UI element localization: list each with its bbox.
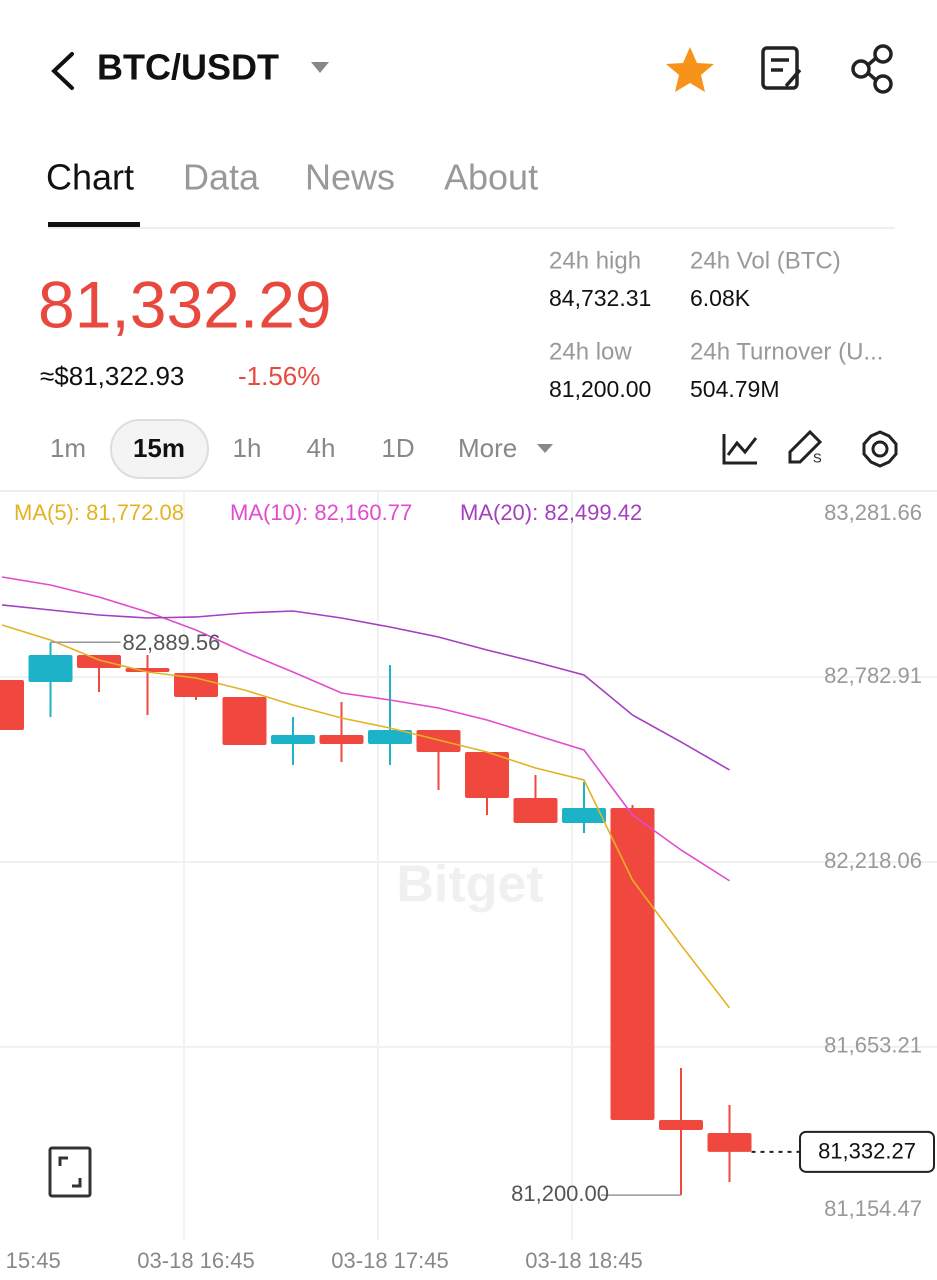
candle-body — [28, 655, 73, 683]
chart: Bitget 83,281.66 82,782.91 82,218.06 81,653.… — [0, 492, 937, 1273]
candle-body — [0, 680, 24, 730]
tab[interactable]: News — [305, 157, 395, 198]
share-icon[interactable] — [851, 44, 893, 94]
candle-body — [465, 751, 509, 798]
interval[interactable]: 1D — [381, 433, 414, 463]
interval[interactable]: 15m — [133, 433, 185, 463]
candle-body — [707, 1133, 752, 1152]
interval[interactable]: More — [458, 433, 517, 463]
candle-body — [416, 729, 461, 752]
x-tick-label: 03-18 15:45 — [0, 1248, 61, 1273]
approx-price: ≈$81,322.93 — [40, 361, 184, 391]
ma-legend: MA(20): 82,499.42 — [460, 500, 642, 525]
svg-text:S: S — [813, 450, 822, 465]
pair-title[interactable]: BTC/USDT — [97, 47, 279, 88]
price-change: -1.56% — [238, 361, 320, 391]
candle-body — [610, 808, 655, 1120]
tab[interactable]: About — [444, 157, 538, 198]
settings-icon[interactable] — [862, 430, 898, 468]
y-tick-label: 82,218.06 — [824, 848, 922, 873]
indicator-icon[interactable] — [722, 434, 758, 465]
y-tick-label: 81,653.21 — [824, 1033, 922, 1058]
x-tick-label: 03-18 17:45 — [331, 1248, 448, 1273]
x-tick-label: 03-18 16:45 — [137, 1248, 254, 1273]
stat-label: 24h low — [549, 338, 632, 365]
ma-legend: MA(10): 82,160.77 — [230, 500, 412, 525]
last-price: 81,332.29 — [38, 267, 332, 341]
notes-icon[interactable] — [761, 46, 802, 90]
candle-body — [77, 655, 121, 668]
ma-legend: MA(5): 81,772.08 — [14, 500, 184, 525]
watermark: Bitget — [396, 856, 543, 914]
fullscreen-icon[interactable] — [48, 1146, 92, 1198]
pair-dropdown[interactable] — [311, 62, 329, 73]
candle-body — [368, 729, 412, 745]
ma-line — [1, 604, 730, 771]
interval[interactable]: 1m — [50, 433, 86, 463]
interval-pill — [110, 419, 209, 479]
candle-body — [271, 735, 315, 745]
candle-body — [562, 808, 606, 823]
last-price-label: 81,332.27 — [818, 1139, 916, 1164]
candle-body — [513, 797, 558, 823]
candle-body — [174, 673, 218, 697]
y-tick-label: 81,154.47 — [824, 1196, 922, 1221]
ma-line — [1, 624, 731, 1009]
interval[interactable]: 1h — [233, 433, 262, 463]
stat-label: 24h Turnover (U... — [690, 338, 883, 365]
y-tick-label: 82,782.91 — [824, 663, 922, 688]
low-label: 81,200.00 — [511, 1181, 609, 1206]
stat-value: 504.79M — [690, 376, 780, 402]
x-tick-label: 03-18 18:45 — [525, 1248, 642, 1273]
y-tick-label: 83,281.66 — [824, 500, 922, 525]
more-dropdown[interactable] — [537, 444, 553, 453]
stat-value: 84,732.31 — [549, 285, 651, 311]
last-price-box — [799, 1130, 935, 1173]
tab[interactable]: Chart — [46, 157, 134, 198]
stat-label: 24h Vol (BTC) — [690, 247, 841, 274]
back-button[interactable] — [51, 52, 74, 90]
ma-line — [1, 576, 730, 882]
tab[interactable]: Data — [183, 157, 260, 198]
interval[interactable]: 4h — [307, 433, 336, 463]
favorite-star[interactable] — [666, 47, 714, 92]
stat-label: 24h high — [549, 247, 641, 274]
tab-underline — [48, 222, 140, 227]
draw-icon[interactable]: S — [788, 429, 823, 465]
candle-body — [319, 735, 364, 745]
candle-body — [222, 696, 267, 745]
stat-value: 6.08K — [690, 285, 751, 311]
stat-value: 81,200.00 — [549, 376, 651, 402]
high-label: 82,889.56 — [123, 630, 221, 655]
candle-body — [659, 1119, 703, 1130]
